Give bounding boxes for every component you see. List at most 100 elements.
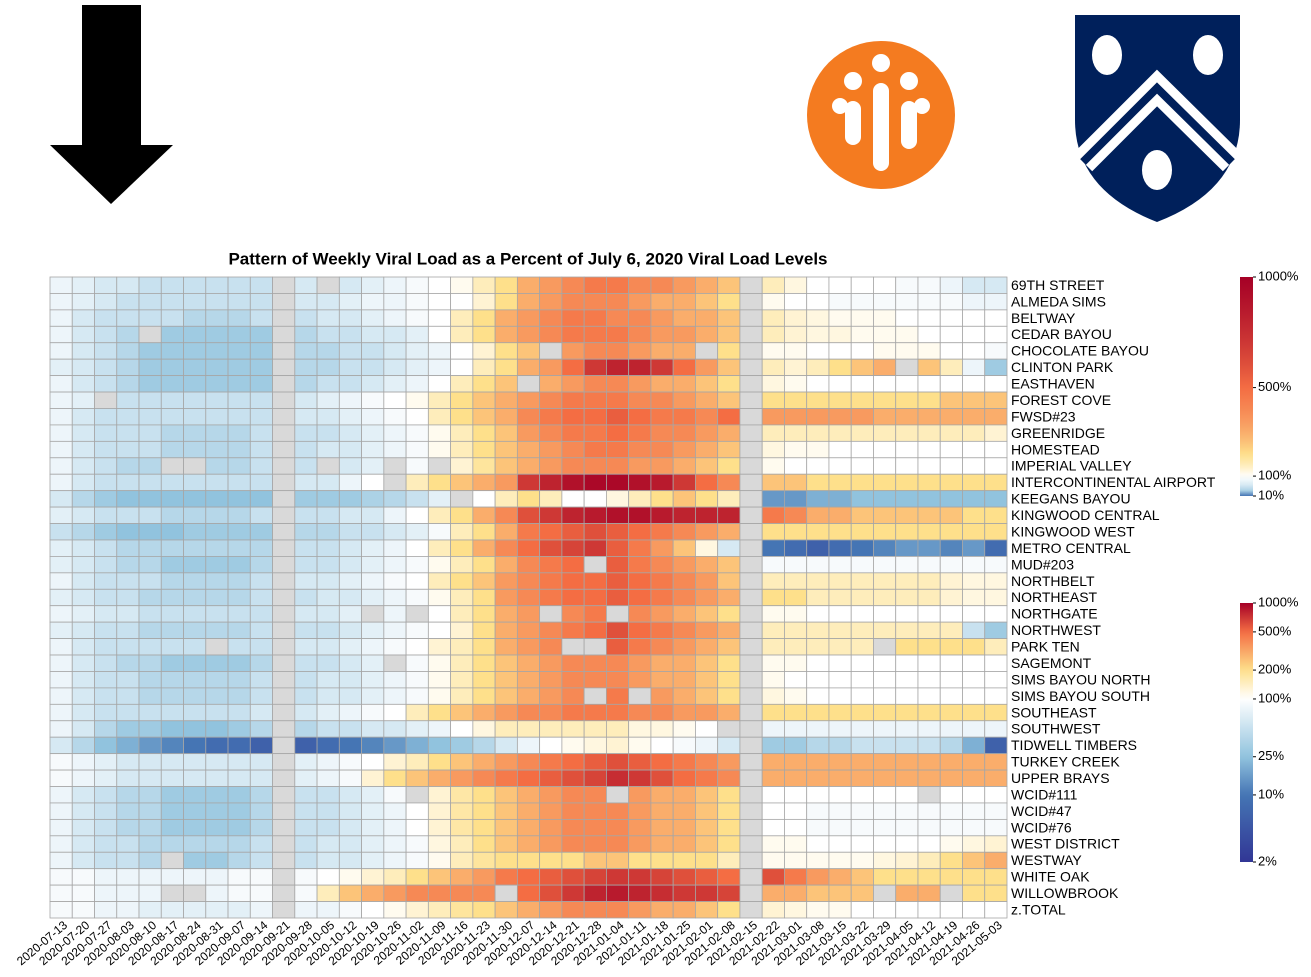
- heat-cell: [605, 720, 630, 738]
- heat-cell: [316, 835, 340, 853]
- heat-cell: [49, 753, 73, 771]
- heat-cell: [116, 901, 140, 919]
- heat-cell: [338, 556, 362, 574]
- heat-cell: [583, 490, 607, 508]
- heat-cell: [717, 868, 741, 886]
- heat-cell: [405, 342, 429, 360]
- heat-cell: [361, 802, 385, 820]
- heat-cell: [605, 506, 630, 524]
- heat-cell: [895, 786, 919, 804]
- heat-cell: [316, 325, 340, 344]
- heat-cell: [272, 473, 296, 492]
- heat-cell: [294, 457, 318, 475]
- heat-cell: [116, 769, 140, 787]
- heat-cell: [828, 720, 852, 738]
- heat-cell: [672, 703, 696, 722]
- heat-cell: [561, 901, 585, 919]
- heat-cell: [628, 473, 652, 492]
- heat-cell: [272, 391, 296, 409]
- heat-cell: [850, 293, 874, 311]
- heat-cell: [561, 539, 585, 557]
- heat-cell: [405, 506, 429, 524]
- heat-cell: [984, 671, 1008, 689]
- heat-cell: [761, 539, 785, 557]
- heat-cell: [739, 621, 763, 639]
- heat-cell: [383, 884, 407, 902]
- heat-cell: [806, 687, 830, 705]
- heat-cell: [361, 523, 385, 541]
- heat-cell: [761, 523, 785, 541]
- heat-cell: [828, 293, 852, 311]
- heat-cell: [472, 901, 496, 919]
- heat-cell: [160, 835, 184, 853]
- heat-cell: [49, 868, 73, 886]
- heat-cell: [160, 539, 184, 557]
- heat-cell: [138, 786, 162, 804]
- heat-cell: [739, 342, 763, 360]
- heat-cell: [205, 293, 229, 311]
- heat-cell: [494, 638, 518, 656]
- heat-cell: [227, 769, 251, 787]
- heat-cell: [49, 408, 73, 426]
- heat-cell: [939, 621, 963, 639]
- heat-cell: [227, 901, 251, 919]
- heat-cell: [116, 753, 140, 771]
- heat-cell: [405, 556, 429, 574]
- heat-cell: [761, 424, 785, 442]
- heat-cell: [405, 884, 429, 902]
- heat-cell: [605, 901, 630, 919]
- heat-cell: [806, 309, 830, 327]
- heat-cell: [672, 687, 696, 705]
- heat-cell: [695, 769, 719, 787]
- heat-cell: [316, 687, 340, 705]
- heat-cell: [427, 408, 452, 426]
- heat-cell: [116, 293, 140, 311]
- heat-cell: [383, 556, 407, 574]
- heat-cell: [316, 802, 340, 820]
- heat-cell: [539, 276, 563, 294]
- heat-cell: [806, 440, 830, 459]
- heat-cell: [828, 786, 852, 804]
- heat-cell: [450, 473, 474, 492]
- heat-cell: [183, 753, 207, 771]
- heat-cell: [338, 654, 362, 672]
- heat-cell: [450, 703, 474, 722]
- heat-cell: [183, 802, 207, 820]
- heat-cell: [472, 556, 496, 574]
- heat-cell: [294, 293, 318, 311]
- heat-cell: [516, 506, 541, 524]
- heat-cell: [49, 276, 73, 294]
- heat-cell: [49, 440, 73, 459]
- heat-cell: [917, 786, 941, 804]
- heat-cell: [583, 457, 607, 475]
- heat-cell: [917, 375, 941, 393]
- heat-cell: [472, 539, 496, 557]
- heat-cell: [427, 605, 452, 623]
- heat-cell: [962, 276, 986, 294]
- heat-cell: [628, 605, 652, 623]
- heat-cell: [583, 375, 607, 393]
- heat-cell: [160, 753, 184, 771]
- heat-cell: [450, 539, 474, 557]
- heat-cell: [650, 325, 674, 344]
- heat-cell: [650, 703, 674, 722]
- heat-cell: [873, 440, 897, 459]
- heat-cell: [539, 687, 563, 705]
- heat-cell: [427, 358, 452, 377]
- heat-cell: [561, 736, 585, 755]
- heat-cell: [71, 671, 95, 689]
- heat-cell: [695, 457, 719, 475]
- heat-cell: [71, 473, 95, 492]
- heat-cell: [717, 523, 741, 541]
- heat-cell: [828, 621, 852, 639]
- heat-cell: [138, 835, 162, 853]
- heat-cell: [761, 506, 785, 524]
- heat-cell: [427, 671, 452, 689]
- heat-cell: [984, 818, 1008, 837]
- heat-cell: [227, 753, 251, 771]
- heat-cell: [561, 523, 585, 541]
- heat-cell: [605, 736, 630, 755]
- heat-cell: [962, 556, 986, 574]
- heat-cell: [516, 342, 541, 360]
